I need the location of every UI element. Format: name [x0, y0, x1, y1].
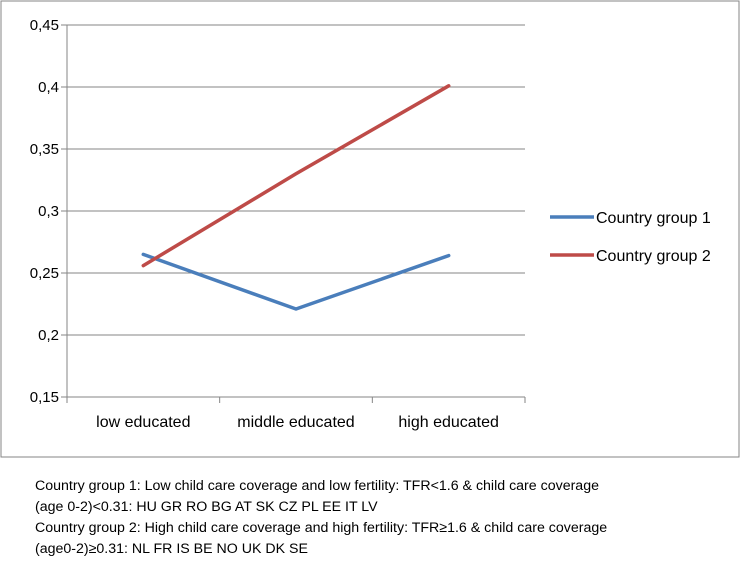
y-tick-label: 0,45: [30, 17, 59, 34]
series-line: [141, 84, 451, 268]
y-tick-label: 0,35: [30, 141, 59, 158]
x-tick-label: low educated: [96, 414, 190, 431]
note-line: (age 0-2)<0.31: HU GR RO BG AT SK CZ PL …: [35, 499, 378, 515]
note-line: Country group 1: Low child care coverage…: [35, 478, 599, 494]
x-tick-label: high educated: [398, 414, 499, 431]
series-line: [141, 252, 451, 311]
y-tick-label: 0,15: [30, 389, 59, 406]
note-line: (age0-2)≥0.31: NL FR IS BE NO UK DK SE: [35, 541, 308, 557]
y-tick-label: 0,3: [38, 203, 59, 220]
chart-border: [0, 0, 740, 458]
y-tick-label: 0,25: [30, 265, 59, 282]
x-tick-label: middle educated: [237, 414, 354, 431]
gridlines: [67, 24, 525, 336]
chart-area: 0,45 0,4 0,35 0,3 0,25 0,2 0,15 low educated mi…: [0, 0, 740, 458]
series-lines: [141, 84, 451, 311]
note-line: Country group 2: High child care coverag…: [35, 520, 608, 536]
x-axis-ticks: low educated middle educated high educated: [66, 397, 526, 431]
line-chart: 0,45 0,4 0,35 0,3 0,25 0,2 0,15 low educated mi…: [0, 0, 740, 458]
y-tick-label: 0,2: [38, 327, 59, 344]
y-tick-label: 0,4: [38, 79, 59, 96]
y-axis-ticks: 0,45 0,4 0,35 0,3 0,25 0,2 0,15: [30, 17, 67, 406]
chart-notes: Country group 1: Low child care coverage…: [35, 476, 735, 560]
legend-label: Country group 2: [596, 248, 711, 265]
legend: Country group 1 Country group 2: [550, 210, 711, 265]
legend-label: Country group 1: [596, 210, 711, 227]
